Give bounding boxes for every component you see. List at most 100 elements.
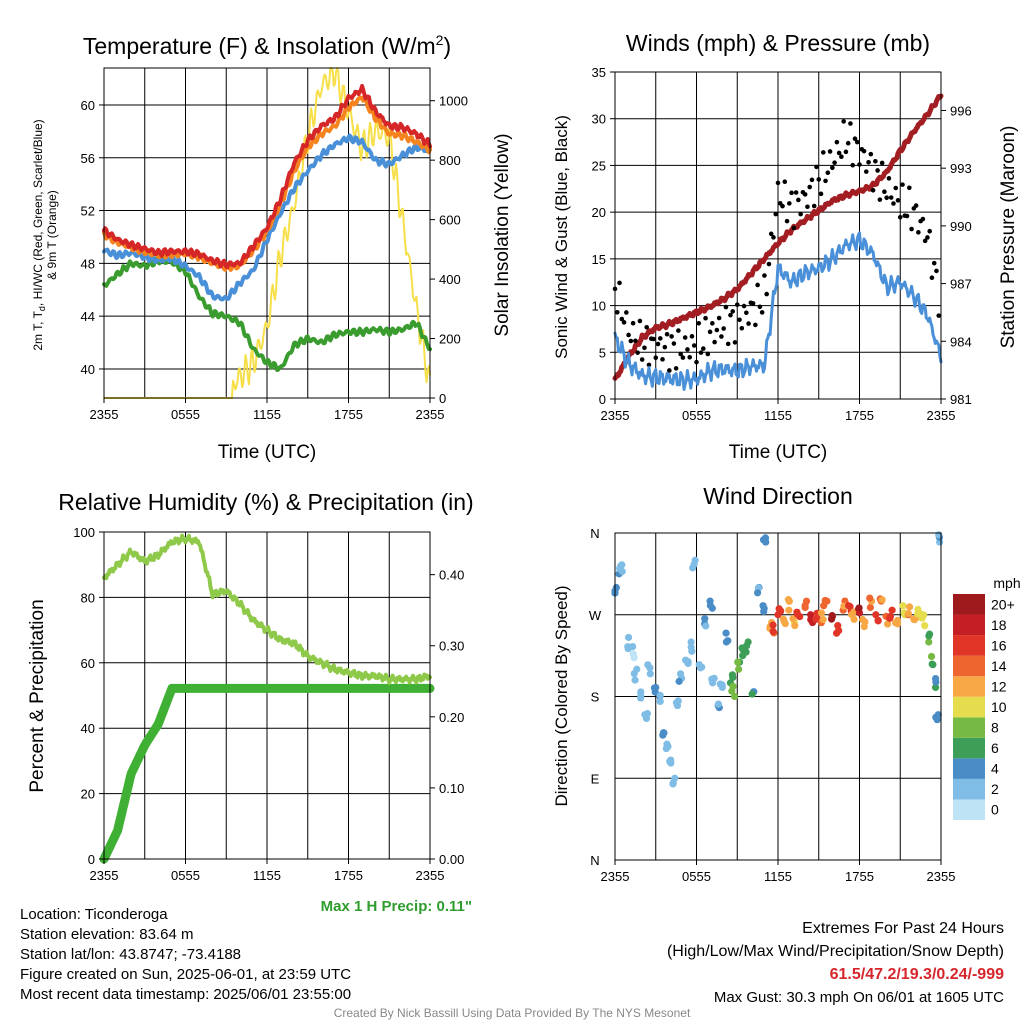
wind-gust-point xyxy=(700,346,706,351)
wind-gust-point xyxy=(664,331,670,337)
wind-gust-point xyxy=(836,150,842,156)
y-left-tick-label: 10 xyxy=(592,299,606,314)
direction-point xyxy=(722,629,730,637)
wind-gust-point xyxy=(737,317,742,323)
y-left-tick-label: 25 xyxy=(592,158,606,173)
wind-gust-point xyxy=(895,198,901,203)
colorbar-swatch xyxy=(953,778,985,800)
y-left-tick-label: 20 xyxy=(592,205,606,220)
svg-text:& 9m T (Orange): & 9m T (Orange) xyxy=(45,190,59,280)
direction-ylabel-left: Direction (Colored By Speed) xyxy=(552,585,571,806)
wind-gust-point xyxy=(888,195,894,200)
station-info: Location: Ticonderoga Station elevation:… xyxy=(20,905,351,1005)
max-gust: Max Gust: 30.3 mph On 06/01 at 1605 UTC xyxy=(713,989,1004,1006)
wind-gust-point xyxy=(793,190,799,195)
wind-gust-point xyxy=(870,188,876,193)
wind-gust-point xyxy=(861,148,867,154)
y-left-tick-label: 80 xyxy=(81,590,95,605)
wind-gust-point xyxy=(621,320,627,325)
y-left-tick-label: 60 xyxy=(81,98,95,113)
wind-gust-point xyxy=(852,136,858,141)
direction-point xyxy=(624,633,633,642)
colorbar-label: 16 xyxy=(991,637,1007,653)
wind-gust-point xyxy=(848,121,853,126)
wind-gust-point xyxy=(875,168,880,173)
direction-point xyxy=(785,597,793,605)
colorbar-label: 0 xyxy=(991,802,999,818)
colorbar-swatch xyxy=(953,737,985,759)
wind-gust-point xyxy=(775,180,781,186)
wind-gust-point xyxy=(689,334,695,339)
direction-point xyxy=(855,604,863,612)
y-right-tick-label: 993 xyxy=(950,161,972,176)
wind-gust-point xyxy=(655,341,661,347)
direction-point xyxy=(631,676,639,684)
wind-gust-point xyxy=(646,362,652,368)
colorbar-label: 2 xyxy=(991,781,999,797)
humidity-title: Relative Humidity (%) & Precipitation (i… xyxy=(58,489,473,515)
direction-point xyxy=(789,615,797,623)
wind-gust-point xyxy=(922,238,928,244)
direction-point xyxy=(931,683,940,692)
wind-gust-point xyxy=(755,282,760,288)
humidity-panel: Relative Humidity (%) & Precipitation (i… xyxy=(27,489,474,915)
humidity-series xyxy=(99,533,435,864)
wind-gust-point xyxy=(913,203,919,208)
wind-gust-point xyxy=(897,214,903,220)
colorbar-title: mph xyxy=(993,575,1020,591)
colorbar-label: 10 xyxy=(991,699,1007,715)
x-tick-label: 1155 xyxy=(764,869,792,884)
wind-gust-point xyxy=(839,154,844,160)
direction-point xyxy=(753,589,762,597)
y-tick-label: N xyxy=(590,853,599,868)
x-tick-label: 0555 xyxy=(171,407,200,422)
wind-gust-point xyxy=(789,190,794,196)
recent-timestamp: Most recent data timestamp: 2025/06/01 2… xyxy=(20,986,352,1003)
svg-text:2m T, Td, HI/WC (Red, Green, S: 2m T, Td, HI/WC (Red, Green, Scarlet/Blu… xyxy=(31,119,47,350)
wind-gust-point xyxy=(682,335,688,340)
x-tick-label: 1755 xyxy=(845,869,874,884)
wind-gust-point xyxy=(882,189,887,195)
wind-gust-point xyxy=(698,350,704,355)
wind-gust-point xyxy=(707,329,713,335)
wind-gust-point xyxy=(866,159,871,165)
wind-gust-point xyxy=(814,164,819,170)
wind-gust-point xyxy=(691,343,697,348)
wind-gust-point xyxy=(712,339,717,345)
direction-point xyxy=(630,653,638,662)
y-tick-label: N xyxy=(590,526,599,541)
direction-point xyxy=(724,637,732,645)
wind-gust-point xyxy=(757,304,763,310)
extremes-values: 61.5/47.2/19.3/0.24/-999 xyxy=(829,966,1004,983)
x-tick-label: 1755 xyxy=(334,407,363,422)
wind-gust-point xyxy=(854,139,860,145)
x-tick-label: 2355 xyxy=(90,407,119,422)
humidity-tick-labels: 2355 0555 1155 1755 23550204060801000.000.10… xyxy=(73,525,464,883)
wind-gust-point xyxy=(805,204,810,210)
direction-point xyxy=(932,678,940,686)
direction-point xyxy=(743,642,751,650)
wind-ylabel-left: Sonic Wind & Gust (Blue, Black) xyxy=(552,115,571,359)
direction-point xyxy=(735,665,743,673)
wind-gust-point xyxy=(884,195,889,201)
extremes-subtitle: (High/Low/Max Wind/Precipitation/Snow De… xyxy=(666,943,1004,960)
y-right-tick-label: 0.00 xyxy=(439,852,464,867)
colorbar-swatch xyxy=(953,717,985,738)
direction-point xyxy=(817,609,826,617)
temperature-tick-labels: 2355 0555 1155 1755 235540444852566002004006… xyxy=(81,94,468,422)
wind-gust-point xyxy=(746,321,751,326)
x-tick-label: 1755 xyxy=(334,868,363,883)
direction-point xyxy=(883,620,892,628)
station-location: Location: Ticonderoga xyxy=(20,906,168,923)
wind-gust-point xyxy=(639,357,645,362)
direction-point xyxy=(807,616,815,624)
direction-point xyxy=(759,536,768,544)
wind-gust-point xyxy=(662,344,668,350)
wind-gust-point xyxy=(764,291,769,297)
wind-gust-point xyxy=(891,201,896,206)
colorbar-swatch xyxy=(953,655,985,677)
y-right-tick-label: 600 xyxy=(439,213,461,228)
direction-point xyxy=(928,660,936,668)
direction-point xyxy=(675,677,683,685)
